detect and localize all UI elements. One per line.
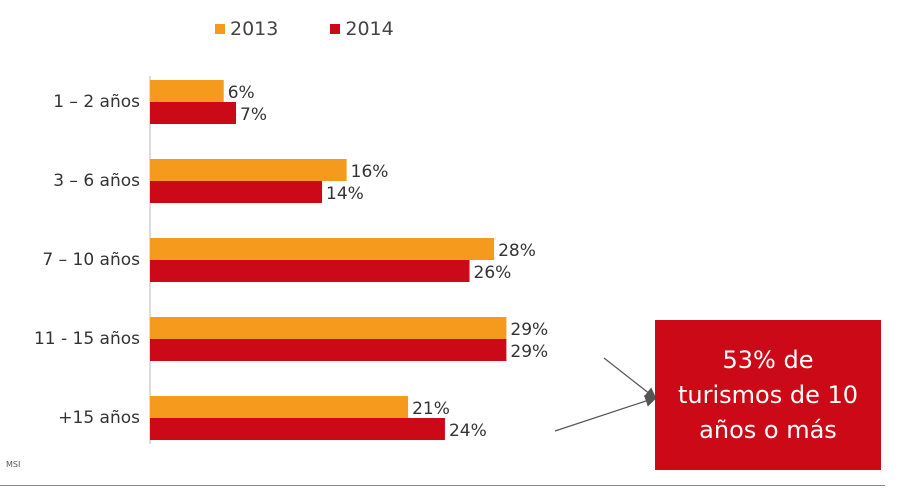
bar-2014 (150, 418, 445, 440)
callout-text: 53% de turismos de 10 años o más (677, 345, 859, 444)
callout-arrow (554, 395, 658, 432)
data-label: 14% (326, 184, 364, 204)
data-label: 28% (498, 241, 536, 261)
legend-label-2013: 2013 (230, 18, 279, 40)
bar-2014 (150, 339, 507, 361)
bar-2013 (150, 238, 495, 260)
data-label: 6% (228, 83, 255, 103)
bar-2013 (150, 80, 224, 102)
data-label: 21% (412, 399, 450, 419)
bar-2014 (150, 181, 323, 203)
category-label: 7 – 10 años (42, 250, 140, 270)
bar-2013 (150, 317, 507, 339)
chart-legend: 2013 2014 (215, 18, 394, 40)
bar-2014 (150, 260, 470, 282)
data-label: 24% (449, 421, 487, 441)
source-label: MSI (6, 460, 21, 469)
bar-2014 (150, 102, 237, 124)
data-label: 29% (510, 342, 548, 362)
callout-box: 53% de turismos de 10 años o más (655, 320, 881, 470)
legend-item-2014: 2014 (330, 18, 394, 40)
data-label: 26% (474, 263, 512, 283)
legend-swatch-2014 (330, 24, 341, 34)
category-label: 11 - 15 años (34, 329, 140, 349)
data-label: 7% (240, 105, 267, 125)
legend-label-2014: 2014 (345, 18, 394, 40)
bar-2013 (150, 396, 409, 418)
category-label: 3 – 6 años (53, 171, 140, 191)
bar-2013 (150, 159, 347, 181)
data-label: 16% (351, 162, 389, 182)
legend-item-2013: 2013 (215, 18, 278, 40)
category-label: +15 años (58, 408, 140, 428)
callout-arrow (603, 357, 657, 400)
bottom-rule (0, 485, 885, 486)
category-label: 1 – 2 años (53, 92, 140, 112)
data-label: 29% (510, 320, 548, 340)
legend-swatch-2013 (215, 24, 225, 34)
